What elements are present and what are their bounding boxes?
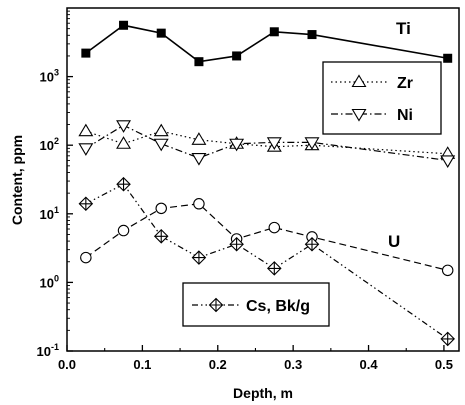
legend-label-4: Cs, Bk/g: [246, 298, 310, 315]
y-axis-title: Content, ppm: [9, 135, 25, 225]
axis-ticks: 0.0 0.1 0.2 0.3 0.4 0.5 10-1 100 101 102 103: [37, 10, 453, 372]
data-point-2: [116, 120, 132, 133]
legend-zr-ni: Zr Ni: [331, 74, 413, 124]
y-tick-label: 10-1: [37, 342, 59, 359]
y-tick-label: 100: [40, 273, 59, 290]
data-point-4: [229, 236, 244, 252]
data-point-0: [119, 20, 129, 30]
data-point-1: [153, 123, 169, 137]
x-tick-label: 0.0: [58, 357, 76, 372]
data-point-2: [78, 143, 94, 156]
data-point-0: [232, 51, 242, 61]
data-point-4: [440, 331, 455, 347]
x-tick-label: 0.3: [284, 357, 302, 372]
data-point-0: [443, 53, 453, 63]
data-point-3: [268, 221, 281, 234]
legend-marker-2: [351, 108, 367, 122]
legend-cs: Cs, Bk/g: [192, 297, 310, 315]
data-point-2: [153, 138, 169, 152]
data-point-3: [441, 264, 454, 277]
data-point-0: [81, 48, 91, 58]
legend-marker-1: [351, 74, 367, 88]
series-line-4: [85, 183, 449, 340]
data-point-1: [191, 132, 207, 145]
series-label-u: U: [388, 232, 400, 251]
data-point-3: [155, 202, 167, 215]
data-point-0: [269, 27, 279, 37]
data-point-0: [307, 30, 317, 40]
x-tick-label: 0.1: [133, 357, 151, 372]
data-point-3: [117, 224, 130, 237]
series-line-0: [85, 24, 448, 63]
series-markers: [78, 20, 456, 347]
data-point-3: [193, 198, 205, 210]
series-line-2: [85, 124, 448, 162]
series-line-1: [85, 130, 448, 155]
data-point-0: [156, 28, 166, 38]
legend-label-1: Zr: [397, 75, 413, 92]
data-point-4: [304, 236, 320, 252]
data-point-4: [116, 176, 131, 192]
x-axis-title: Depth, m: [233, 385, 293, 401]
data-point-1: [116, 136, 132, 149]
legend-marker-4: [208, 297, 224, 313]
legend-zr-ni-box: [322, 61, 442, 135]
y-tick-label: 101: [40, 205, 59, 222]
data-point-2: [440, 155, 456, 169]
data-point-4: [191, 250, 207, 265]
y-tick-label: 102: [40, 136, 59, 153]
y-tick-label: 103: [40, 68, 59, 85]
data-point-3: [80, 251, 92, 264]
data-point-0: [194, 57, 204, 67]
data-point-2: [191, 152, 207, 166]
x-tick-label: 0.2: [209, 357, 227, 372]
data-point-2: [229, 138, 245, 152]
x-tick-label: 0.5: [435, 357, 453, 372]
data-point-4: [267, 261, 282, 276]
data-point-2: [266, 137, 282, 150]
data-point-4: [153, 229, 169, 244]
legend-cs-box: [182, 282, 330, 327]
series-lines: [85, 24, 449, 340]
legend-label-2: Ni: [397, 107, 413, 124]
x-tick-label: 0.4: [359, 357, 378, 372]
data-point-2: [304, 137, 320, 150]
series-label-ti: Ti: [396, 19, 411, 38]
data-point-1: [78, 123, 94, 137]
data-point-4: [78, 196, 94, 212]
